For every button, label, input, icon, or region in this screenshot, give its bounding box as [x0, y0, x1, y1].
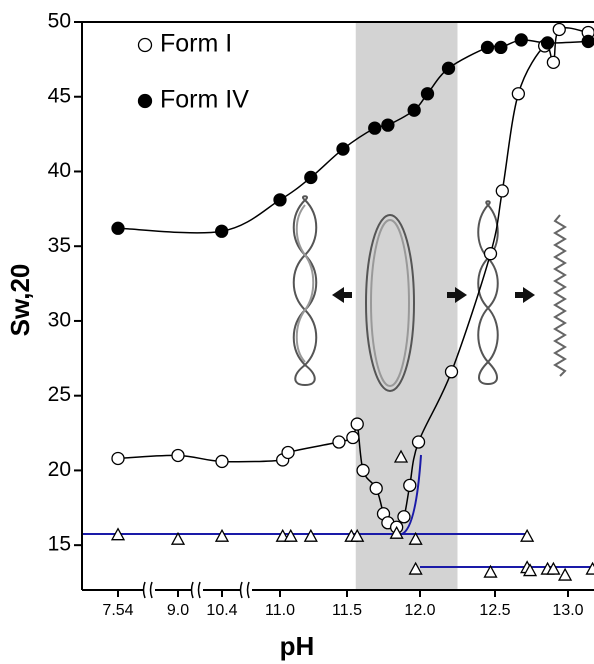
- triangle-point: [585, 561, 594, 575]
- fit-line: [401, 454, 422, 535]
- triangle-point: [393, 449, 409, 463]
- open-point: [552, 22, 566, 37]
- filled-point: [540, 36, 555, 50]
- data-layer: [110, 22, 594, 581]
- triangle-point: [522, 563, 538, 577]
- triangle-point: [350, 528, 365, 542]
- triangle-point: [557, 567, 573, 581]
- dna-twisted: [477, 200, 499, 386]
- filled-point: [304, 170, 318, 185]
- x-axis-label: pH: [280, 631, 315, 661]
- triangle-point: [303, 528, 318, 542]
- y-tick-label: 15: [48, 533, 71, 556]
- open-point: [215, 454, 229, 469]
- open-point: [444, 365, 459, 379]
- triangle-point: [283, 528, 298, 542]
- open-point: [346, 430, 360, 445]
- triangle-point: [520, 528, 535, 542]
- y-axis-label: Sw,20: [5, 264, 35, 337]
- open-point: [356, 463, 370, 478]
- filled-point: [215, 224, 229, 238]
- x-tick-label: 11.5: [332, 602, 362, 619]
- x-tick-label: 10.4: [206, 602, 237, 619]
- dna-twisted: [292, 195, 318, 387]
- fit-curve: [117, 39, 589, 234]
- shaded-region: [355, 22, 458, 590]
- filled-point: [381, 118, 395, 132]
- triangle-point: [214, 528, 230, 542]
- legend-label: Form I: [160, 30, 232, 58]
- y-tick-label: 20: [48, 458, 71, 481]
- filled-point: [111, 221, 125, 235]
- open-point: [369, 481, 383, 496]
- x-tick-label: 9.0: [167, 602, 189, 619]
- triangle-point: [483, 564, 498, 578]
- open-point: [332, 435, 346, 449]
- axis-breaks: [142, 581, 252, 599]
- x-tick-label: 11.0: [265, 602, 295, 619]
- dna-supercoiled: [553, 214, 567, 377]
- open-point: [350, 417, 364, 431]
- x-tick-label: 13.0: [552, 602, 583, 619]
- y-tick-label: 30: [48, 308, 71, 331]
- legend-label: Form IV: [160, 86, 249, 114]
- open-point: [171, 448, 185, 463]
- open-point: [281, 445, 295, 460]
- open-point: [495, 184, 509, 198]
- x-tick-label: 12.5: [479, 602, 510, 619]
- y-tick-label: 25: [48, 383, 71, 406]
- open-point: [111, 451, 125, 466]
- legend-marker: [137, 93, 153, 109]
- y-tick-label: 45: [48, 84, 71, 107]
- open-point: [483, 247, 498, 261]
- open-point: [511, 87, 526, 101]
- filled-point: [273, 193, 287, 207]
- triangle-point: [408, 531, 423, 545]
- triangle-point: [110, 527, 126, 541]
- triangle-point: [389, 525, 404, 539]
- open-point: [403, 478, 417, 493]
- x-tick-label: 7.54: [102, 602, 133, 619]
- x-tick-label: 12.0: [404, 602, 435, 619]
- filled-point: [494, 40, 508, 55]
- filled-point: [480, 40, 495, 55]
- triangle-point: [546, 561, 561, 575]
- triangle-point: [170, 531, 186, 545]
- filled-point: [581, 34, 594, 49]
- filled-point: [441, 61, 456, 75]
- filled-point: [514, 33, 528, 47]
- open-point: [411, 435, 426, 449]
- legend-marker: [137, 37, 153, 53]
- filled-point: [420, 87, 435, 101]
- filled-point: [336, 142, 350, 156]
- dna-relaxed: [365, 214, 415, 392]
- y-tick-label: 40: [48, 159, 71, 182]
- arrows: [332, 287, 535, 303]
- background-layer: [355, 22, 458, 590]
- open-point: [546, 55, 561, 70]
- y-tick-label: 35: [48, 234, 71, 257]
- y-tick-label: 50: [48, 10, 71, 33]
- filled-point: [368, 121, 382, 135]
- open-point: [397, 510, 411, 524]
- triangle-point: [408, 561, 423, 575]
- filled-point: [407, 103, 421, 117]
